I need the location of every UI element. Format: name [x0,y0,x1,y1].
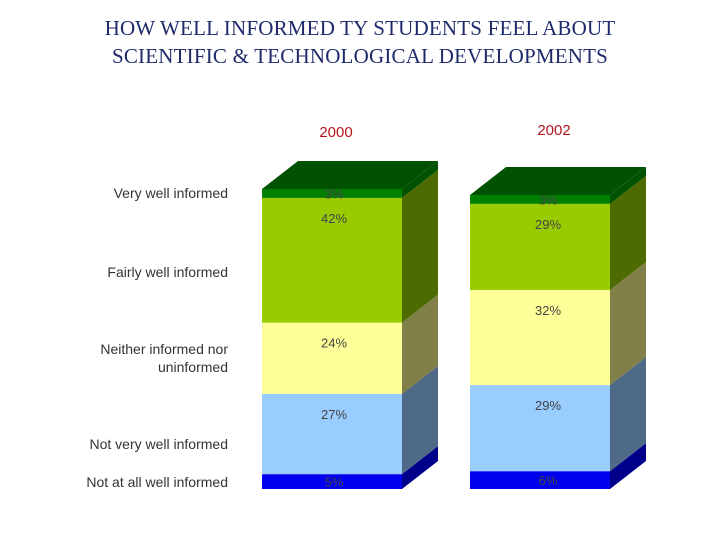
category-label-2: Neither informed nor uninformed [100,341,228,376]
category-label-1: Not very well informed [89,436,229,453]
bar-2000-seg-0 [262,474,402,489]
bar-side-2000-seg-4 [402,161,438,198]
data-label-2000-seg-2: 24% [321,336,347,351]
bar-side-2000-seg-3 [402,169,438,323]
bar-2002-seg-4 [470,194,610,204]
bar-top-2000 [262,161,438,189]
category-label-4: Very well informed [113,185,228,202]
bar-side-2002-seg-1 [610,357,646,472]
bar-2002-seg-1 [470,385,610,472]
category-label-0: Not at all well informed [86,473,228,490]
category-label-3: Fairly well informed [107,264,228,281]
data-label-2002-seg-1: 29% [535,398,561,413]
chart-title: HOW WELL INFORMED TY STUDENTS FEEL ABOUT… [0,14,720,70]
bar-side-2000-seg-2 [402,294,438,394]
data-label-2002-seg-2: 32% [535,303,561,318]
chart-title-line-1: HOW WELL INFORMED TY STUDENTS FEEL ABOUT [104,16,616,40]
bar-2000-seg-3 [262,197,402,323]
bar-side-2002-seg-0 [610,443,646,489]
bar-side-2002-seg-3 [610,175,646,290]
bar-top-2002 [470,166,646,195]
chart-title-line-2: SCIENTIFIC & TECHNOLOGICAL DEVELOPMENTS [111,44,609,68]
bar-2000-seg-2 [262,322,402,394]
data-label-2002-seg-0: 6% [539,473,558,488]
year-label-2002: 2002 [537,122,571,139]
bar-side-2002-seg-4 [610,166,646,204]
year-label-2000: 2000 [319,124,353,141]
data-label-2000-seg-0: 5% [325,475,344,490]
data-label-2000-seg-3: 42% [321,211,347,226]
bar-2002-seg-3 [470,203,610,290]
data-label-2000-seg-1: 27% [321,407,347,422]
bar-side-2000-seg-0 [402,446,438,489]
data-label-2002-seg-4: 3% [539,192,558,207]
bar-2002-seg-0 [470,471,610,489]
data-label-2000-seg-4: 3% [325,186,344,201]
bar-2002-seg-2 [470,289,610,386]
bar-2000-seg-1 [262,393,402,475]
bar-side-2000-seg-1 [402,365,438,475]
bar-2000-seg-4 [262,189,402,198]
data-label-2002-seg-3: 29% [535,217,561,232]
bar-side-2002-seg-2 [610,261,646,386]
